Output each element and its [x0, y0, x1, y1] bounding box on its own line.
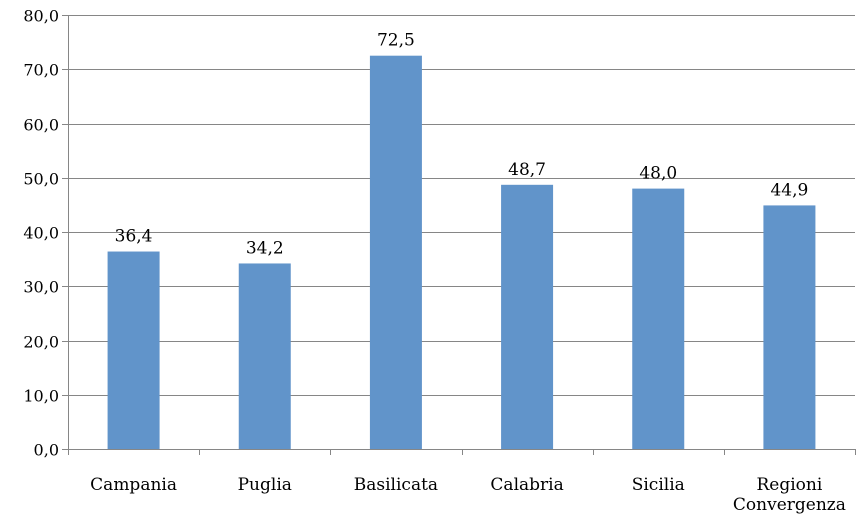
x-tick-label-line: Basilicata [354, 475, 438, 495]
y-tick-label: 0,0 [34, 441, 59, 460]
labels: 0,0 10,0 20,0 30,0 40,0 50,0 60,0 70,0 80,0 36,4 C… [23, 7, 846, 516]
x-tick-label-line: Campania [90, 475, 177, 495]
x-tick-label: Regioni Convergenza [733, 475, 846, 515]
bar [632, 188, 685, 449]
x-tick-label: Basilicata [354, 475, 438, 495]
x-tick-label-line: Calabria [490, 475, 563, 495]
gridlines [68, 15, 855, 396]
x-tick-label-line: Convergenza [733, 495, 846, 515]
x-tick-label: Campania [90, 475, 177, 495]
bar [369, 55, 422, 449]
data-label: 48,0 [639, 164, 677, 184]
x-tick-label-line: Sicilia [632, 475, 685, 495]
y-tick-label: 60,0 [23, 116, 59, 135]
y-tick-label: 70,0 [23, 61, 59, 80]
bar [501, 184, 554, 450]
axes [62, 15, 856, 455]
x-tick-label: Calabria [490, 475, 563, 495]
y-tick-label: 40,0 [23, 224, 59, 243]
y-tick-label: 30,0 [23, 278, 59, 297]
data-label: 44,9 [770, 180, 808, 200]
data-label: 48,7 [508, 160, 546, 180]
bar [238, 263, 291, 449]
data-label: 34,2 [246, 238, 284, 258]
y-tick-label: 80,0 [23, 7, 59, 26]
bars [107, 55, 816, 450]
x-tick-label: Sicilia [632, 475, 685, 495]
data-label: 72,5 [377, 31, 415, 51]
data-label: 36,4 [115, 227, 153, 247]
bar [763, 205, 816, 449]
x-tick-label: Puglia [238, 475, 292, 495]
y-tick-label: 20,0 [23, 333, 59, 352]
bar [107, 251, 160, 449]
x-tick-label-line: Regioni [757, 475, 823, 495]
y-tick-label: 50,0 [23, 170, 59, 189]
y-tick-label: 10,0 [23, 387, 59, 406]
x-tick-label-line: Puglia [238, 475, 292, 495]
